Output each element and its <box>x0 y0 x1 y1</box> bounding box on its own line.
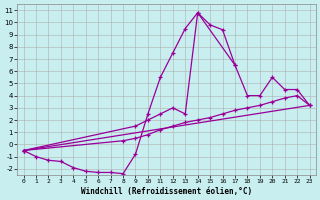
X-axis label: Windchill (Refroidissement éolien,°C): Windchill (Refroidissement éolien,°C) <box>81 187 252 196</box>
